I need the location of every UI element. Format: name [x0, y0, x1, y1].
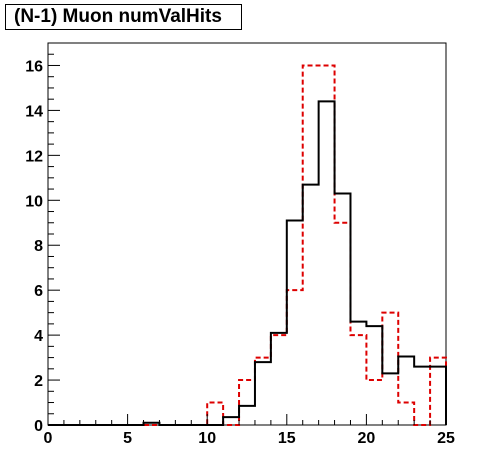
y-tick-label: 14	[25, 103, 43, 120]
chart-title: (N-1) Muon numValHits	[5, 4, 242, 30]
y-tick-label: 12	[25, 148, 43, 165]
y-tick-label: 10	[25, 193, 43, 210]
x-tick-label: 25	[437, 430, 455, 447]
y-tick-label: 6	[34, 283, 43, 300]
x-tick-label: 15	[278, 430, 296, 447]
series-solid-line	[48, 100, 447, 426]
series-layer	[48, 64, 447, 426]
axis-layer: 0 5 10 15 20 25 0 2 4 6 8 10 12 14 16	[25, 42, 455, 447]
y-tick-label: 16	[25, 58, 43, 75]
x-tick-label: 10	[198, 430, 216, 447]
y-tick-label: 0	[34, 418, 43, 435]
y-tick-label: 2	[34, 373, 43, 390]
x-tick-label: 5	[123, 430, 132, 447]
x-tick-label: 20	[358, 430, 376, 447]
y-tick-label: 4	[34, 328, 43, 345]
plot-frame	[47, 42, 447, 426]
y-tick-label: 8	[34, 238, 43, 255]
x-tick-label: 0	[44, 430, 53, 447]
series-dashed-line	[48, 64, 447, 426]
